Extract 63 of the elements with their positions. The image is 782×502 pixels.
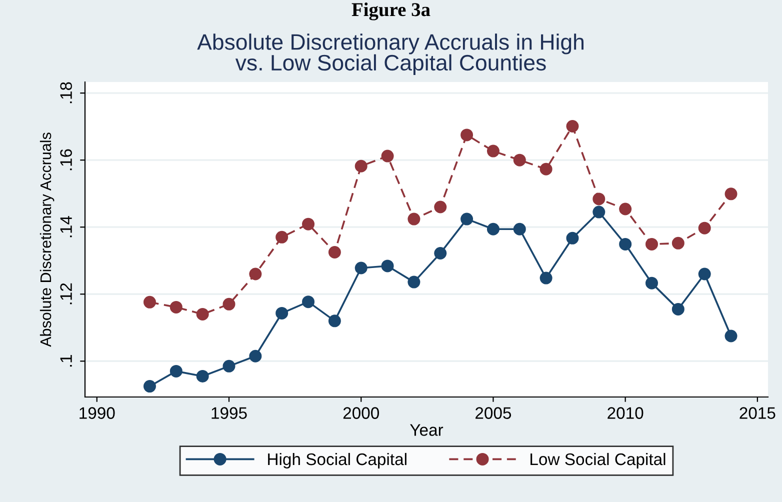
legend-label: Low Social Capital (530, 452, 666, 468)
point (249, 350, 262, 362)
point (486, 144, 500, 158)
x-tick-label: 2010 (608, 407, 644, 419)
point (302, 296, 315, 308)
point (170, 364, 182, 378)
point (196, 370, 209, 382)
point (143, 380, 156, 393)
point (619, 238, 632, 250)
point (460, 128, 474, 142)
point (698, 222, 711, 234)
point (540, 162, 552, 176)
point (249, 268, 262, 280)
point (460, 212, 474, 226)
point (566, 120, 579, 132)
point (540, 272, 552, 284)
point (672, 302, 684, 316)
x-axis-title: Year (410, 424, 444, 436)
point (276, 306, 288, 320)
point (434, 200, 447, 214)
point (486, 222, 500, 236)
point (434, 246, 447, 260)
point (170, 300, 182, 314)
point (143, 296, 156, 308)
point (592, 206, 606, 218)
caption: Figure 3a (352, 2, 430, 20)
point (276, 230, 288, 244)
point (592, 192, 606, 206)
x-tick-label: 2005 (476, 407, 512, 419)
y-axis-title: Absolute Discretionary Accruals (40, 132, 54, 347)
point (698, 268, 711, 280)
point (222, 298, 236, 310)
point (645, 238, 658, 250)
point (328, 246, 341, 258)
point (645, 276, 658, 290)
y-tick-label: .16 (60, 149, 72, 170)
x-tick-label: 1990 (80, 407, 115, 419)
point (513, 222, 526, 236)
point (196, 308, 209, 320)
chart-title: Absolute Discretionary Accruals in High vs. Low Social Capital Counties (197, 34, 584, 75)
point (513, 154, 526, 166)
point (566, 232, 579, 244)
y-tick-label: .18 (60, 82, 72, 104)
point (408, 276, 420, 288)
x-tick-label: 2015 (740, 407, 776, 419)
point (381, 150, 394, 162)
point (302, 218, 315, 230)
point (619, 202, 632, 216)
y-tick-label: .12 (60, 283, 72, 304)
y-tick-label: .1 (60, 355, 72, 367)
point (724, 330, 738, 342)
point (381, 260, 394, 272)
x-tick-label: 2000 (343, 407, 379, 419)
point (724, 188, 738, 200)
point (354, 262, 368, 274)
point (408, 212, 420, 226)
y-tick-label: .14 (60, 216, 72, 238)
point (328, 314, 341, 328)
point (222, 360, 236, 372)
point (672, 236, 684, 250)
legend-label: High Social Capital (268, 452, 406, 468)
x-tick-label: 1995 (212, 407, 247, 419)
point (354, 160, 368, 172)
